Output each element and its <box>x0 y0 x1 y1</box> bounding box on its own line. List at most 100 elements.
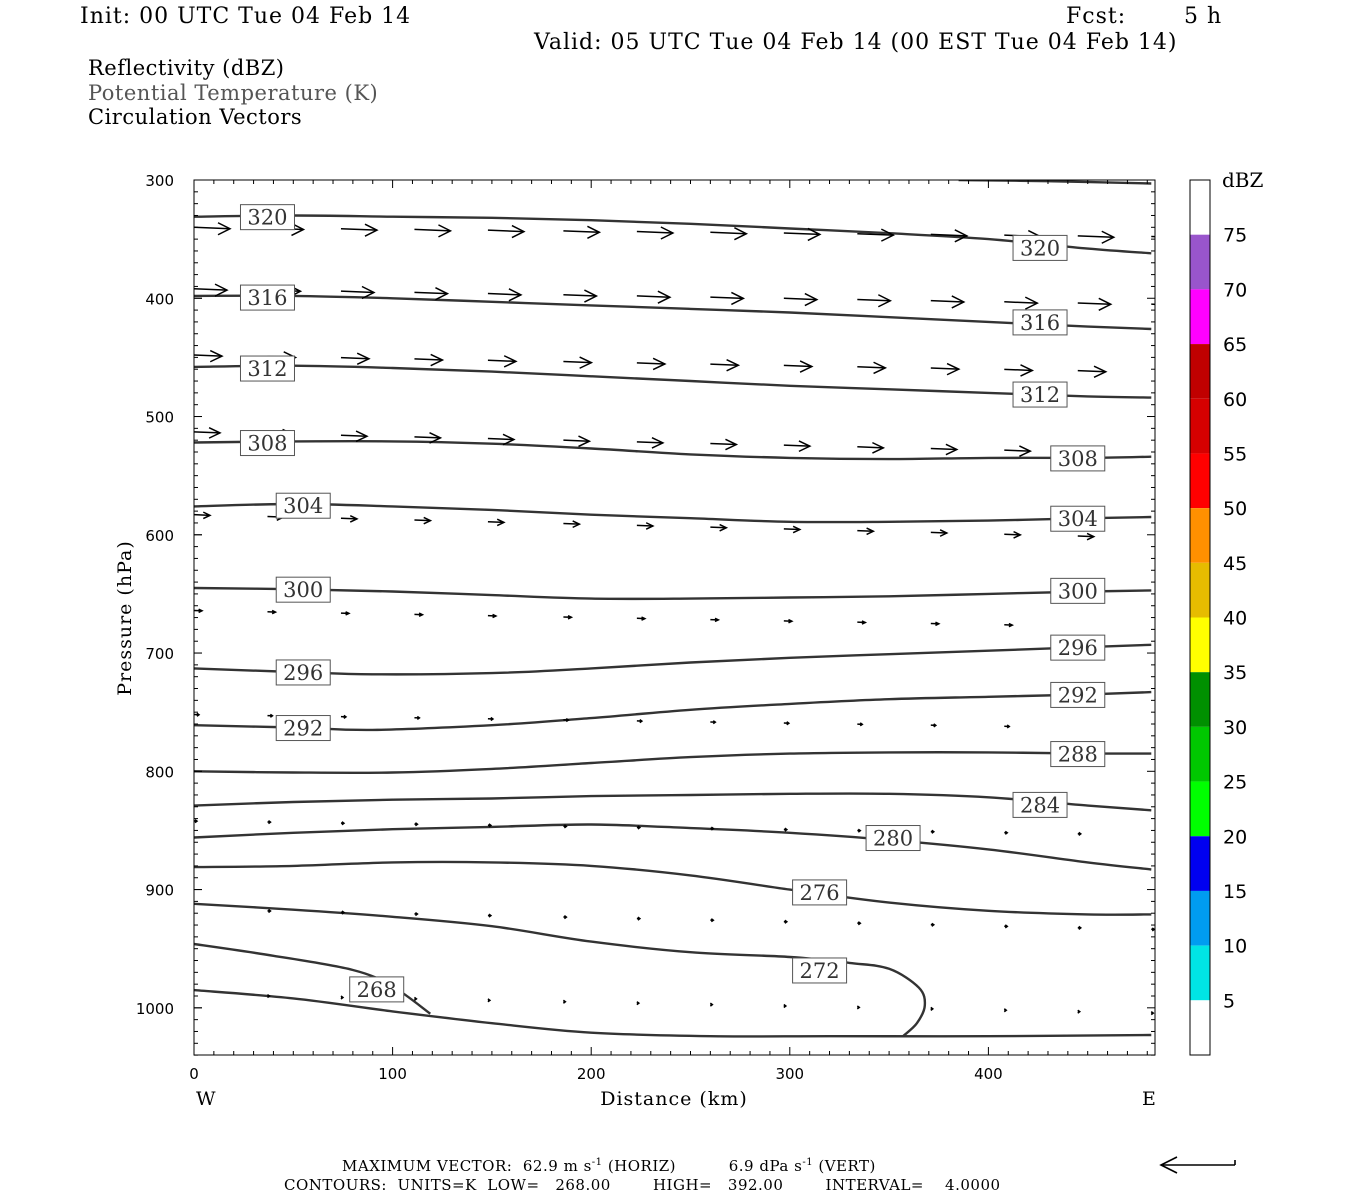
circulation-vector <box>1004 724 1011 729</box>
contour-label: 320 <box>1020 236 1060 260</box>
x-tick-label: 0 <box>189 1065 199 1083</box>
y-axis-label: Pressure (hPa) <box>114 540 136 696</box>
circulation-vector <box>340 514 359 523</box>
circulation-vector <box>194 283 229 297</box>
isentrope-280 <box>194 823 1152 871</box>
circulation-vector <box>1151 927 1155 932</box>
circulation-vector <box>857 361 888 375</box>
contours-info: CONTOURS: UNITS=K LOW= 268.00 HIGH= 392.… <box>284 1176 1001 1194</box>
circulation-vector <box>783 919 789 924</box>
colorbar-swatch <box>1190 836 1210 891</box>
x-tick-label: 400 <box>974 1065 1003 1083</box>
colorbar-swatch <box>1190 453 1210 509</box>
circulation-vector <box>1077 532 1096 541</box>
isentrope-324 <box>958 180 1152 185</box>
field-potential-temperature: Potential Temperature (K) <box>88 81 379 105</box>
isentrope-316 <box>194 294 1152 331</box>
contour-label: 296 <box>283 661 323 685</box>
isentrope-320 <box>194 214 1152 255</box>
contour-label: 312 <box>1020 383 1060 407</box>
circulation-vector <box>857 921 862 926</box>
contour-label-box <box>239 284 295 311</box>
contour-label: 304 <box>283 494 323 518</box>
circulation-vector <box>1077 365 1108 379</box>
circulation-vector <box>340 611 351 616</box>
circulation-vector <box>487 224 526 239</box>
colorbar-label: 45 <box>1223 553 1247 575</box>
circulation-vector <box>1077 1009 1082 1014</box>
circulation-vector <box>487 613 498 619</box>
y-tick-label: 300 <box>145 172 174 190</box>
max-vector-vert-unit: dPa s <box>759 1157 803 1175</box>
circulation-vector <box>194 222 232 236</box>
circulation-vector <box>636 522 655 530</box>
circulation-vector <box>930 621 941 627</box>
circulation-vector <box>487 355 518 368</box>
valid-time: Valid: 05 UTC Tue 04 Feb 14 (00 EST Tue … <box>534 30 1178 55</box>
circulation-vector <box>783 227 822 242</box>
circulation-vector <box>340 714 348 719</box>
colorbar-swatch <box>1190 562 1210 618</box>
vector-layer <box>194 222 1155 1016</box>
colorbar-title: dBZ <box>1222 168 1264 192</box>
colorbar-label: 65 <box>1223 334 1247 356</box>
circulation-vector <box>194 511 212 520</box>
contour-label: 292 <box>1058 683 1098 707</box>
circulation-vector <box>414 822 419 827</box>
y-tick-label: 1000 <box>136 1000 174 1018</box>
circulation-vector <box>1004 530 1023 539</box>
contour-label: 308 <box>1058 447 1098 471</box>
y-tick-label: 600 <box>145 527 174 545</box>
circulation-vector <box>414 353 445 367</box>
circulation-vector <box>930 829 936 834</box>
circulation-vector <box>1151 235 1155 238</box>
max-vector-horiz-tag: (HORIZ) <box>607 1157 677 1175</box>
colorbar-swatch <box>1190 344 1210 399</box>
colorbar-swatch <box>1190 398 1210 454</box>
circulation-vector <box>636 825 642 830</box>
contour-label: 276 <box>800 881 840 905</box>
forecast-label: Fcst: <box>1066 4 1127 29</box>
contour-label: 316 <box>247 286 287 310</box>
colorbar-label: 60 <box>1223 389 1247 411</box>
isentrope-272 <box>194 902 927 1038</box>
y-tick-label: 500 <box>145 409 174 427</box>
circulation-vector <box>636 226 675 240</box>
circulation-vector <box>710 227 749 241</box>
circulation-vector <box>487 518 506 527</box>
contour-label: 320 <box>247 206 287 230</box>
maximum-vector-line: MAXIMUM VECTOR: 62.9 m s-1 (HORIZ) 6.9 d… <box>342 1157 876 1175</box>
colorbar-label: 10 <box>1223 936 1247 958</box>
contour-label-box <box>792 957 848 984</box>
circulation-vector <box>710 523 729 532</box>
circulation-vector <box>783 525 802 534</box>
colorbar-label: 25 <box>1223 772 1247 794</box>
colorbar-label: 50 <box>1223 498 1247 520</box>
circulation-vector <box>783 292 819 307</box>
circulation-vector <box>783 827 789 832</box>
circulation-vector <box>1150 1011 1155 1016</box>
forecast-hour: 5 h <box>1184 4 1223 29</box>
circulation-vector <box>340 995 345 1000</box>
colorbar: 5 10 15 20 25 30 35 40 45 50 55 60 65 70 75 <box>1189 179 1247 1056</box>
contour-label-box <box>865 825 921 852</box>
circulation-vector <box>487 823 493 828</box>
contour-label-box <box>1050 577 1106 604</box>
circulation-vector <box>930 295 966 309</box>
circulation-vector <box>1004 830 1009 835</box>
circulation-vector <box>487 998 492 1003</box>
contour-label-box <box>239 204 295 231</box>
contour-label: 292 <box>283 717 323 741</box>
colorbar-swatch <box>1190 672 1210 727</box>
isentrope-284 <box>194 792 1152 812</box>
circulation-vector <box>194 712 201 717</box>
y-tick-label: 400 <box>145 290 174 308</box>
colorbar-swatch <box>1190 945 1210 1001</box>
circulation-vector <box>267 820 272 825</box>
contour-label: 300 <box>283 578 323 602</box>
circulation-vector <box>1077 925 1083 930</box>
circulation-vector <box>710 720 717 725</box>
circulation-vector <box>856 1005 861 1010</box>
colorbar-swatch <box>1190 1000 1210 1055</box>
circulation-vector <box>636 719 644 724</box>
